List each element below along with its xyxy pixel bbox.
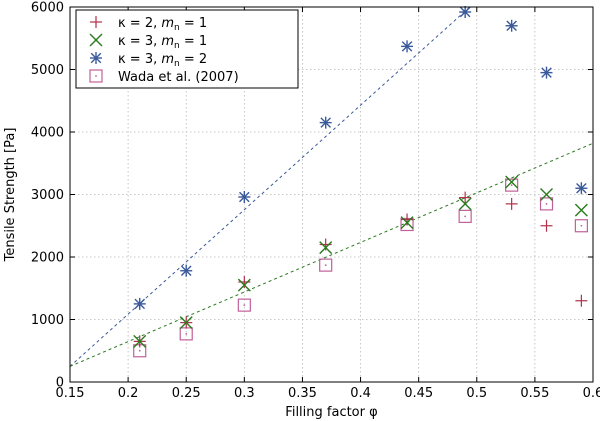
- data-point-x: [237, 278, 251, 292]
- data-point-square: [539, 197, 554, 211]
- data-point-asterisk: [238, 191, 251, 203]
- data-point-plus: [575, 294, 588, 307]
- fit-green: [70, 142, 593, 367]
- data-point-asterisk: [575, 182, 588, 195]
- x-tick-label: 0.15: [56, 386, 85, 401]
- x-tick-label: 0.2: [118, 386, 139, 401]
- x-tick-label: 0.5: [466, 386, 487, 401]
- y-tick-label: 6000: [31, 1, 64, 16]
- data-point-square: [237, 298, 251, 312]
- grid: [70, 7, 593, 382]
- y-tick-label: 4000: [31, 126, 64, 141]
- x-tick-label: 0.45: [404, 386, 433, 401]
- legend-marker-square: [89, 69, 103, 83]
- legend-label: κ = 3, mn = 1: [118, 34, 207, 51]
- x-tick-label: 0.25: [172, 386, 201, 401]
- data-point-x: [540, 188, 554, 201]
- x-tick-label: 0.3: [234, 386, 255, 401]
- data-point-x: [574, 203, 588, 217]
- data-point-x: [179, 316, 193, 330]
- data-point-square: [458, 209, 472, 223]
- data-point-asterisk: [319, 116, 332, 129]
- data-point-x: [400, 216, 414, 230]
- legend: κ = 2, mn = 1κ = 3, mn = 1κ = 3, mn = 2W…: [75, 9, 299, 89]
- data-point-square: [179, 327, 193, 341]
- y-tick-label: 5000: [31, 63, 64, 78]
- data-point-square: [505, 178, 519, 192]
- data-point-asterisk: [180, 264, 193, 277]
- data-point-asterisk: [459, 6, 472, 18]
- legend-marker-asterisk: [90, 52, 102, 64]
- data-point-plus: [319, 238, 332, 251]
- legend-label: κ = 3, mn = 2: [118, 52, 207, 69]
- x-axis-title: Filling factor φ: [285, 405, 377, 420]
- data-point-asterisk: [133, 297, 146, 310]
- data-point-x: [458, 197, 472, 211]
- data-point-asterisk: [540, 66, 553, 79]
- x-tick-label: 0.6: [583, 386, 600, 401]
- data-point-plus: [505, 197, 518, 210]
- data-point-x: [133, 334, 147, 348]
- x-tick-label: 0.35: [288, 386, 317, 401]
- data-point-x: [319, 241, 333, 255]
- legend-label: Wada et al. (2007): [118, 70, 239, 85]
- y-axis-title: Tensile Strength [Pa]: [3, 128, 18, 263]
- data-point-plus: [238, 276, 251, 288]
- legend-box: [75, 9, 299, 89]
- y-tick-label: 0: [56, 376, 64, 391]
- data-point-square: [574, 219, 588, 233]
- legend-marker-x: [89, 33, 103, 47]
- data-point-asterisk: [505, 19, 518, 32]
- data-point-x: [505, 175, 519, 189]
- data-point-plus: [401, 213, 414, 226]
- y-tick-label: 3000: [31, 188, 64, 203]
- legend-label: κ = 2, mn = 1: [118, 16, 207, 33]
- data-point-square: [319, 258, 333, 272]
- data-point-plus: [459, 191, 472, 204]
- y-tick-label: 1000: [31, 313, 64, 328]
- x-tick-label: 0.55: [520, 386, 549, 401]
- legend-marker-plus: [90, 16, 102, 28]
- data-point-plus: [540, 219, 553, 232]
- y-tick-label: 2000: [31, 251, 64, 266]
- data-markers: [133, 6, 588, 358]
- ticks: 0.15 0.2 0.25 0.3 0.35 0.4 0.45 0.5 0.55 0.6 0 1000…: [31, 1, 600, 402]
- data-point-asterisk: [401, 40, 414, 53]
- x-tick-label: 0.4: [350, 386, 371, 401]
